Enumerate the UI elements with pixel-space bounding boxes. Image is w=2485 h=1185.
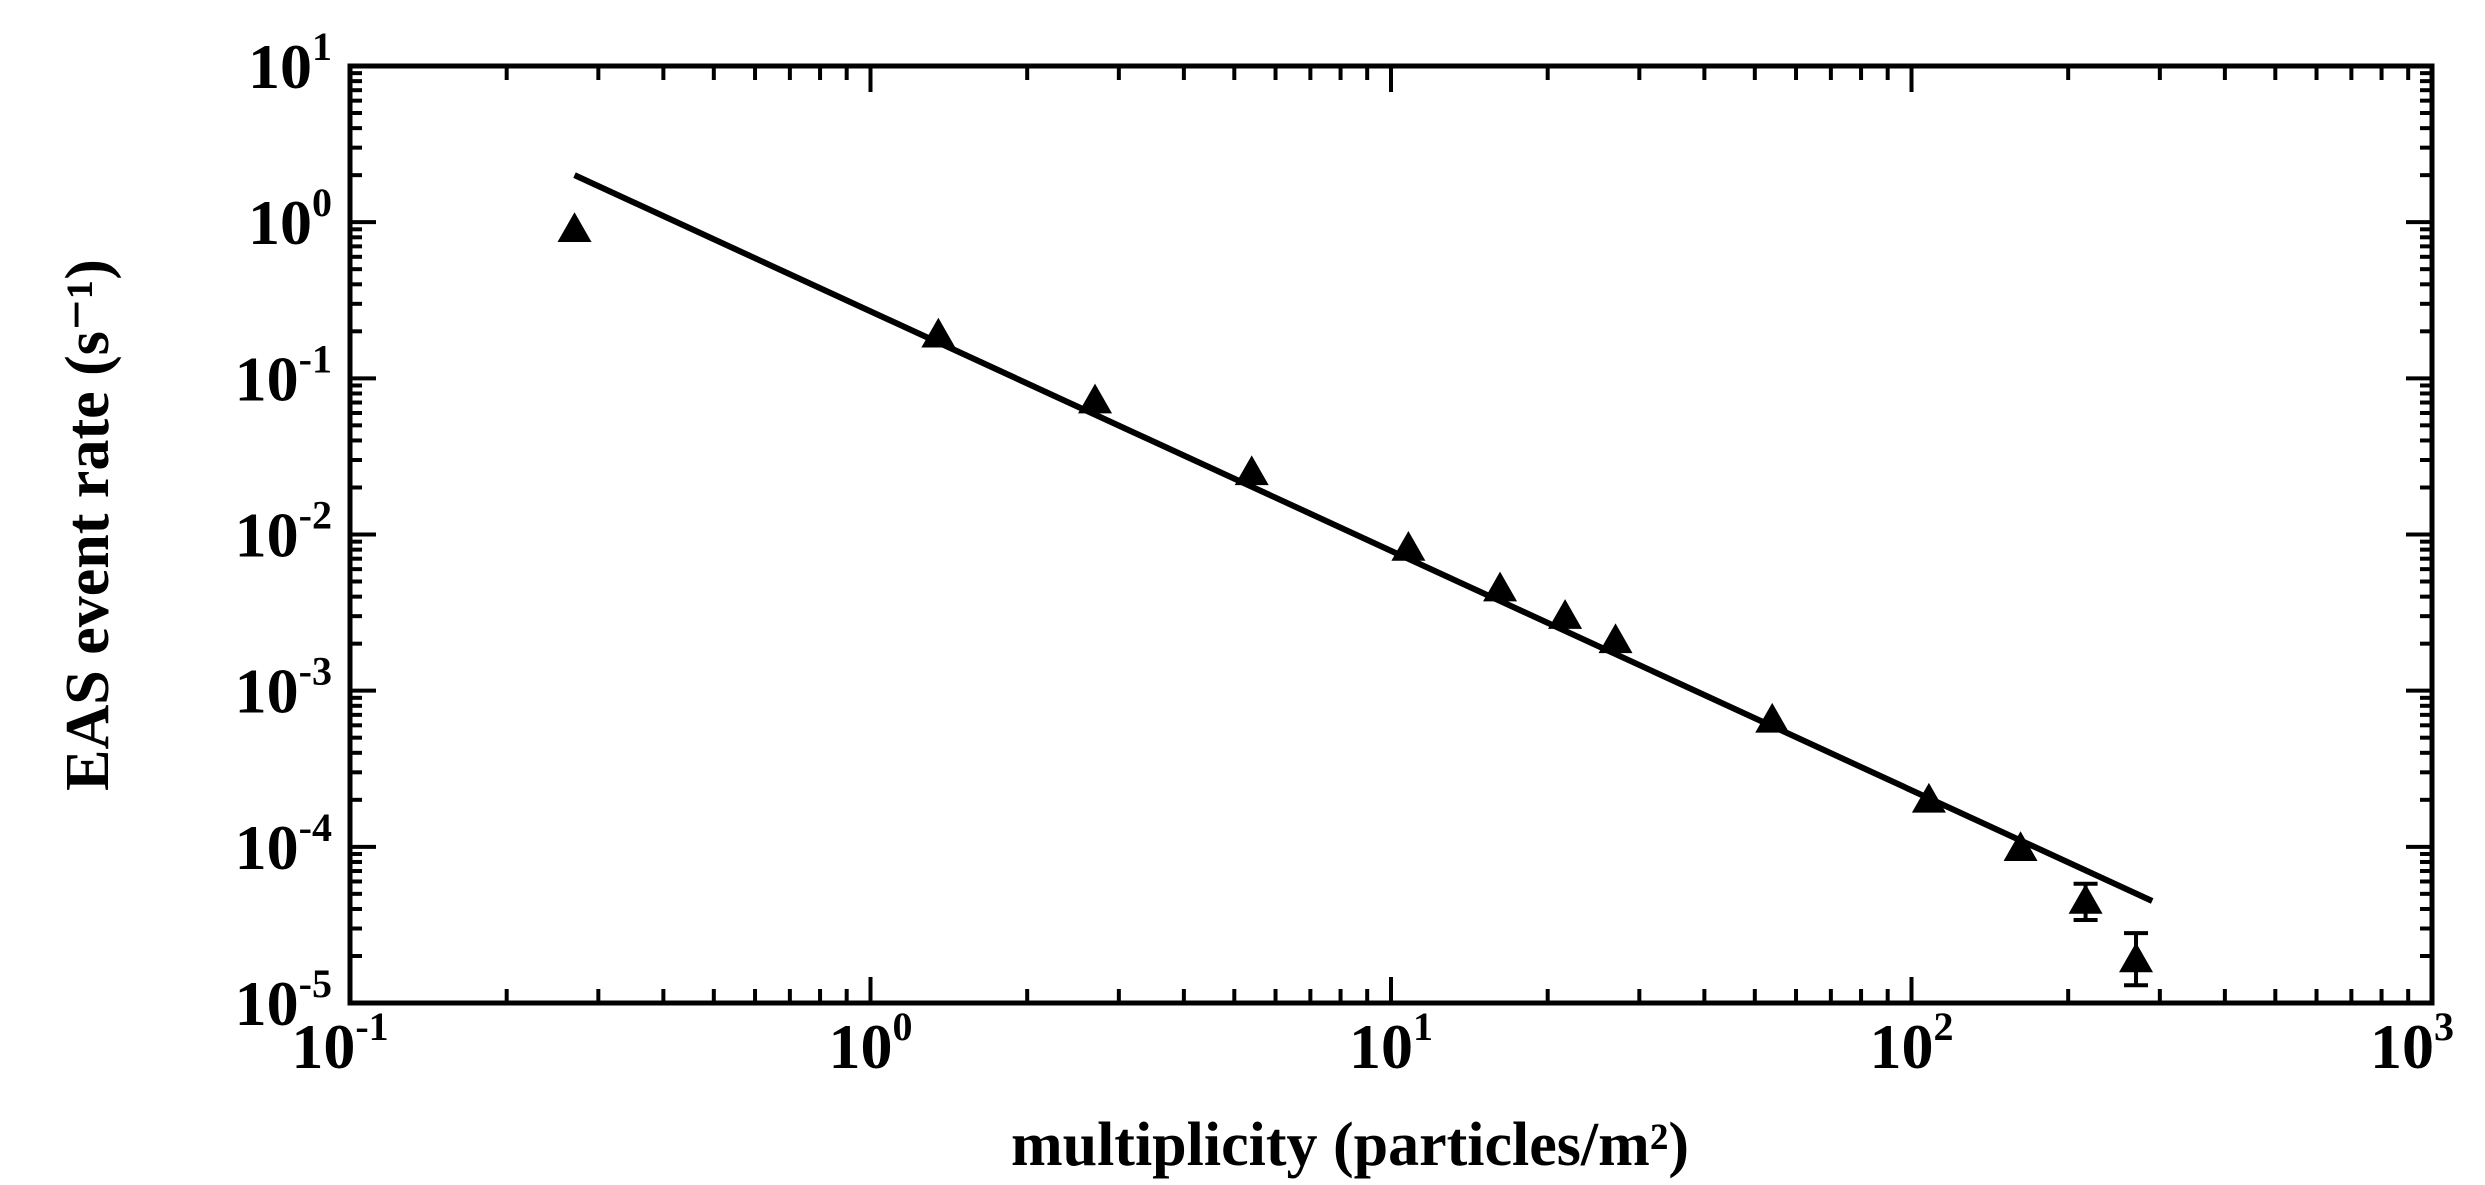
data-point: [1391, 530, 1426, 561]
x-tick-label: 10-1: [291, 1004, 388, 1082]
x-tick-label: 103: [2370, 1004, 2454, 1082]
triangle-marker: [1548, 599, 1583, 629]
fit-line: [573, 172, 2154, 904]
triangle-marker: [1598, 623, 1633, 654]
data-point: [1548, 599, 1583, 629]
x-tick-label: 102: [1870, 1004, 1954, 1082]
y-tick-label: 10-4: [235, 805, 332, 883]
y-tick-label: 10-2: [235, 493, 332, 571]
triangle-marker: [1911, 782, 1946, 813]
y-tick-label: 10-5: [235, 961, 332, 1039]
triangle-marker: [2068, 883, 2103, 914]
data-point: [2119, 931, 2154, 988]
y-axis-title: EAS event rate (s⁻¹): [54, 259, 122, 791]
data-point: [1911, 782, 1946, 813]
data-point: [1078, 383, 1113, 414]
data-point: [1483, 571, 1518, 602]
triangle-marker: [2003, 831, 2038, 861]
data-point: [2003, 831, 2038, 861]
triangle-marker: [1234, 455, 1269, 486]
data-point: [557, 212, 592, 243]
data-point: [1234, 455, 1269, 486]
x-tick-label: 100: [829, 1004, 913, 1082]
x-tick-label: 101: [1349, 1004, 1433, 1082]
triangle-marker: [921, 317, 956, 348]
triangle-marker: [2119, 942, 2154, 973]
y-tick-label: 101: [248, 24, 332, 102]
y-tick-label: 100: [248, 180, 332, 258]
y-tick-label: 10-3: [235, 649, 332, 727]
triangle-marker: [1755, 702, 1790, 733]
data-point: [1755, 702, 1790, 733]
data-point: [921, 317, 956, 348]
triangle-marker: [1078, 383, 1113, 414]
triangle-marker: [557, 212, 592, 243]
y-tick-label: 10-1: [235, 336, 332, 414]
triangle-marker: [1391, 530, 1426, 561]
x-axis-title: multiplicity (particles/m²): [1011, 1111, 1689, 1179]
data-point: [1598, 623, 1633, 654]
triangle-marker: [1483, 571, 1518, 602]
data-point: [2068, 881, 2103, 923]
plot-frame: [347, 63, 2435, 1006]
